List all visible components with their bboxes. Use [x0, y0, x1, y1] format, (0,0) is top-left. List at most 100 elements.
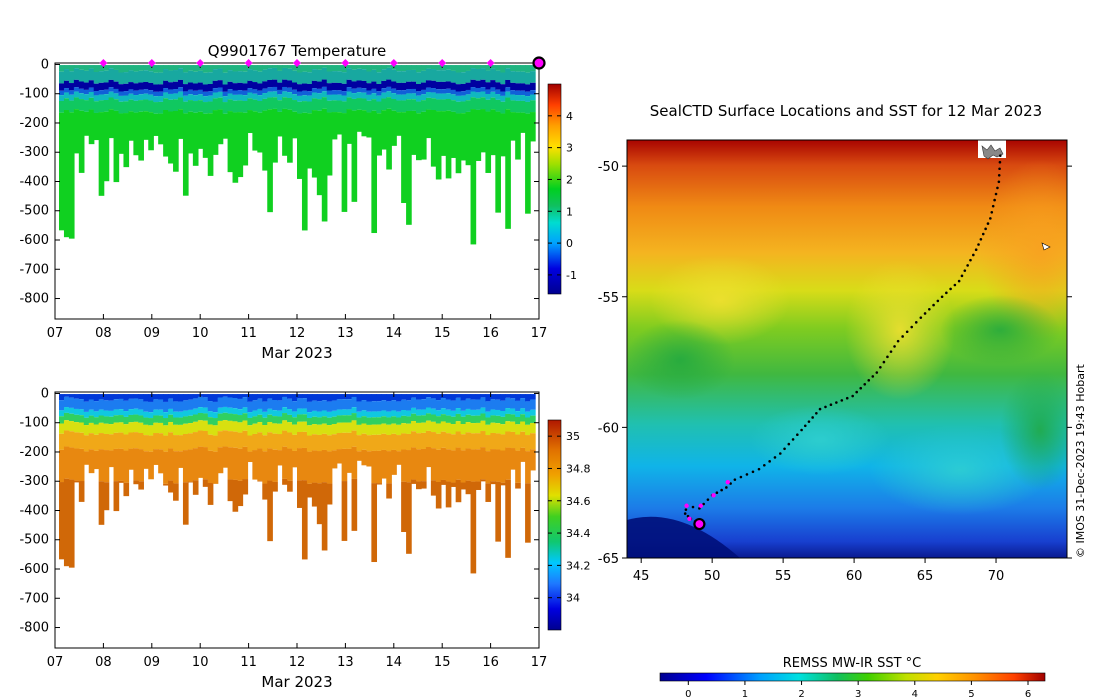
section-cell [435, 449, 442, 482]
section-cell [420, 82, 427, 90]
section-cell [158, 101, 164, 114]
section-cell [232, 83, 239, 91]
section-cell [401, 90, 407, 95]
section-cell [316, 93, 323, 100]
track-point [739, 475, 743, 479]
colorbar-tick-label: 34.4 [566, 527, 591, 540]
section-cell [416, 449, 422, 482]
section-cell [450, 94, 457, 101]
section-cell [406, 394, 412, 401]
section-cell [197, 396, 204, 408]
section-cell [277, 394, 283, 401]
section-cell [148, 90, 154, 95]
section-cell [237, 82, 244, 91]
section-cell [366, 435, 373, 452]
section-cell [83, 401, 90, 412]
section-cell [182, 65, 189, 73]
section-cell [168, 448, 174, 481]
section-cell [530, 100, 536, 113]
section-cell [411, 88, 417, 94]
section-cell [277, 82, 283, 90]
section-cell [520, 408, 526, 415]
section-cell [282, 446, 288, 479]
section-cell [450, 111, 457, 158]
section-cell [391, 69, 397, 82]
track-point [960, 274, 964, 278]
section-cell [247, 394, 254, 402]
section-cell [257, 394, 263, 399]
section-cell [287, 414, 293, 423]
section-cell [68, 112, 75, 239]
section-cell [98, 112, 105, 196]
section-cell [277, 89, 283, 95]
section-cell [525, 101, 531, 114]
section-cell [202, 407, 209, 414]
section-cell [222, 96, 229, 103]
section-cell [520, 112, 526, 133]
section-cell [520, 414, 526, 422]
section-cell [182, 410, 189, 417]
section-cell [93, 424, 100, 435]
section-cell [411, 93, 417, 100]
section-cell [282, 430, 288, 447]
section-cell [440, 70, 447, 82]
section-cell [505, 97, 511, 110]
section-cell [242, 397, 249, 408]
section-cell [93, 95, 100, 102]
section-cell [282, 79, 288, 87]
track-point [840, 399, 844, 402]
section-cell [440, 81, 447, 90]
section-cell [222, 396, 229, 407]
section-cell [262, 69, 268, 82]
section-cell [455, 397, 462, 409]
section-cell [93, 112, 100, 141]
section-cell [148, 425, 154, 436]
section-cell [510, 71, 516, 83]
map-y-tick-label: -50 [598, 160, 619, 175]
profile-marker [438, 59, 447, 67]
section-cell [292, 401, 298, 412]
section-cell [212, 412, 219, 419]
section-cell [247, 425, 254, 436]
section-cell [425, 92, 432, 98]
section-cell [88, 91, 95, 98]
section-cell [93, 411, 100, 418]
section-cell [282, 394, 288, 397]
section-cell [202, 430, 209, 448]
section-cell [212, 425, 219, 436]
section-cell [440, 394, 447, 399]
section-cell [197, 412, 204, 421]
section-cell [187, 65, 194, 71]
section-cell [455, 101, 462, 114]
section-cell [396, 100, 402, 113]
section-cell [182, 91, 189, 96]
section-cell [103, 89, 110, 95]
section-cell [128, 111, 135, 141]
section-cell [485, 93, 492, 100]
section-cell [173, 417, 179, 425]
section-cell [292, 111, 298, 139]
section-cell [480, 97, 487, 110]
y-tick-label: -600 [19, 562, 49, 577]
section-cell [118, 91, 125, 96]
section-cell [420, 415, 427, 423]
section-cell [331, 416, 338, 425]
section-cell [222, 91, 229, 97]
section-cell [277, 450, 283, 466]
section-cell [406, 99, 412, 111]
track-point [972, 253, 975, 257]
section-cell [148, 435, 154, 452]
section-cell [267, 109, 273, 213]
section-cell [123, 416, 130, 425]
section-cell [510, 94, 516, 101]
section-cell [133, 480, 140, 485]
section-cell [197, 430, 204, 447]
section-cell [510, 398, 516, 409]
section-cell [158, 113, 164, 145]
section-cell [232, 431, 239, 448]
x-tick-label: 07 [47, 655, 64, 670]
y-tick-label: -800 [19, 292, 49, 307]
section-cell [153, 449, 159, 465]
section-cell [346, 415, 353, 423]
section-cell [505, 408, 511, 414]
